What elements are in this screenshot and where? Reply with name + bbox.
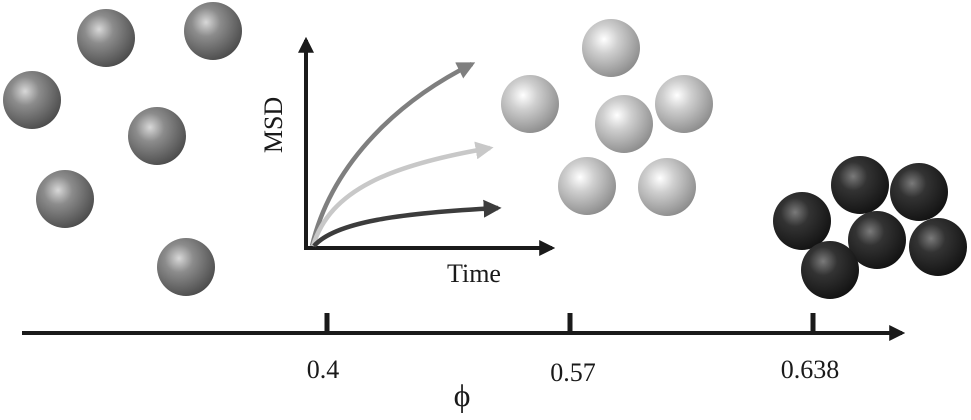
particle: [831, 156, 889, 214]
particle: [501, 75, 559, 133]
particle: [655, 75, 713, 133]
particle: [558, 157, 616, 215]
msd-curve-dilute: [309, 61, 476, 247]
glassy-particles: [501, 19, 713, 216]
particle: [801, 241, 859, 299]
jammed-particles: [773, 156, 967, 299]
particle: [848, 211, 906, 269]
phi-axis: 0.4 0.57 0.638 ϕ: [22, 313, 906, 413]
particle: [3, 71, 61, 129]
particle: [184, 2, 242, 60]
phi-axis-symbol: ϕ: [454, 377, 471, 413]
particle: [36, 170, 94, 228]
particle: [595, 95, 653, 153]
particle: [909, 218, 967, 276]
phi-tick-label-1: 0.57: [550, 358, 596, 387]
phi-tick-label-0: 0.4: [307, 355, 340, 384]
inset-y-axis-label: MSD: [259, 97, 288, 153]
particle: [157, 238, 215, 296]
msd-inset-plot: MSD Time: [259, 36, 556, 288]
particle: [890, 163, 948, 221]
msd-curve-jammed: [312, 199, 502, 248]
phi-tick-label-2: 0.638: [781, 355, 840, 384]
particle: [77, 9, 135, 67]
particle: [773, 192, 831, 250]
msd-curve-glassy: [310, 141, 494, 247]
dilute-particles: [3, 2, 242, 296]
particle: [582, 19, 640, 77]
particle: [128, 107, 186, 165]
particle: [638, 158, 696, 216]
inset-x-axis-label: Time: [447, 259, 501, 288]
